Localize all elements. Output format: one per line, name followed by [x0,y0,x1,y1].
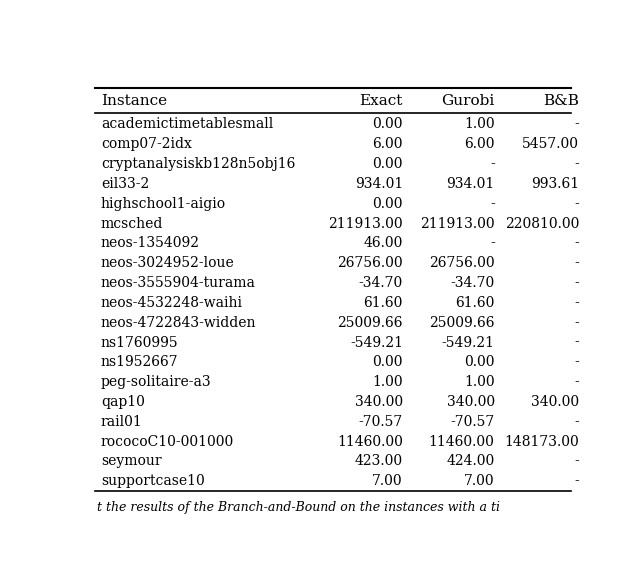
Text: comp07-2idx: comp07-2idx [101,137,192,152]
Text: -: - [574,276,579,290]
Text: 61.60: 61.60 [364,296,403,310]
Text: 1.00: 1.00 [372,375,403,389]
Text: Gurobi: Gurobi [442,94,495,108]
Text: -: - [574,474,579,488]
Text: 1.00: 1.00 [464,375,495,389]
Text: ns1760995: ns1760995 [101,336,179,349]
Text: 0.00: 0.00 [372,118,403,132]
Text: -549.21: -549.21 [442,336,495,349]
Text: qap10: qap10 [101,395,145,409]
Text: 0.00: 0.00 [372,355,403,369]
Text: neos-4722843-widden: neos-4722843-widden [101,316,257,330]
Text: supportcase10: supportcase10 [101,474,205,488]
Text: -: - [574,256,579,270]
Text: 340.00: 340.00 [447,395,495,409]
Text: -34.70: -34.70 [451,276,495,290]
Text: 0.00: 0.00 [464,355,495,369]
Text: ns1952667: ns1952667 [101,355,179,369]
Text: rail01: rail01 [101,415,143,429]
Text: highschool1-aigio: highschool1-aigio [101,197,226,211]
Text: -: - [574,236,579,250]
Text: -: - [490,197,495,211]
Text: -: - [574,355,579,369]
Text: 46.00: 46.00 [364,236,403,250]
Text: 0.00: 0.00 [372,197,403,211]
Text: -: - [574,197,579,211]
Text: neos-1354092: neos-1354092 [101,236,200,250]
Text: 6.00: 6.00 [372,137,403,152]
Text: -34.70: -34.70 [358,276,403,290]
Text: 423.00: 423.00 [355,455,403,469]
Text: mcsched: mcsched [101,216,163,230]
Text: -: - [490,157,495,171]
Text: -: - [574,118,579,132]
Text: 211913.00: 211913.00 [328,216,403,230]
Text: -: - [490,236,495,250]
Text: 934.01: 934.01 [447,177,495,191]
Text: Instance: Instance [101,94,167,108]
Text: 26756.00: 26756.00 [337,256,403,270]
Text: -549.21: -549.21 [350,336,403,349]
Text: 148173.00: 148173.00 [504,435,579,449]
Text: neos-4532248-waihi: neos-4532248-waihi [101,296,243,310]
Text: 340.00: 340.00 [355,395,403,409]
Text: Exact: Exact [360,94,403,108]
Text: academictimetablesmall: academictimetablesmall [101,118,273,132]
Text: 26756.00: 26756.00 [429,256,495,270]
Text: 25009.66: 25009.66 [429,316,495,330]
Text: 211913.00: 211913.00 [420,216,495,230]
Text: 7.00: 7.00 [372,474,403,488]
Text: 934.01: 934.01 [355,177,403,191]
Text: -: - [574,336,579,349]
Text: peg-solitaire-a3: peg-solitaire-a3 [101,375,211,389]
Text: 11460.00: 11460.00 [429,435,495,449]
Text: 5457.00: 5457.00 [522,137,579,152]
Text: -70.57: -70.57 [451,415,495,429]
Text: 340.00: 340.00 [531,395,579,409]
Text: 11460.00: 11460.00 [337,435,403,449]
Text: 0.00: 0.00 [372,157,403,171]
Text: -: - [574,455,579,469]
Text: 6.00: 6.00 [464,137,495,152]
Text: rococoC10-001000: rococoC10-001000 [101,435,234,449]
Text: -: - [574,296,579,310]
Text: 993.61: 993.61 [531,177,579,191]
Text: seymour: seymour [101,455,161,469]
Text: 424.00: 424.00 [447,455,495,469]
Text: cryptanalysiskb128n5obj16: cryptanalysiskb128n5obj16 [101,157,295,171]
Text: neos-3024952-loue: neos-3024952-loue [101,256,235,270]
Text: t the results of the Branch-and-Bound on the instances with a ti: t the results of the Branch-and-Bound on… [97,501,500,514]
Text: -: - [574,316,579,330]
Text: eil33-2: eil33-2 [101,177,149,191]
Text: -70.57: -70.57 [358,415,403,429]
Text: -: - [574,415,579,429]
Text: -: - [574,157,579,171]
Text: 61.60: 61.60 [455,296,495,310]
Text: B&B: B&B [543,94,579,108]
Text: 25009.66: 25009.66 [337,316,403,330]
Text: 7.00: 7.00 [464,474,495,488]
Text: 1.00: 1.00 [464,118,495,132]
Text: neos-3555904-turama: neos-3555904-turama [101,276,256,290]
Text: 220810.00: 220810.00 [504,216,579,230]
Text: -: - [574,375,579,389]
